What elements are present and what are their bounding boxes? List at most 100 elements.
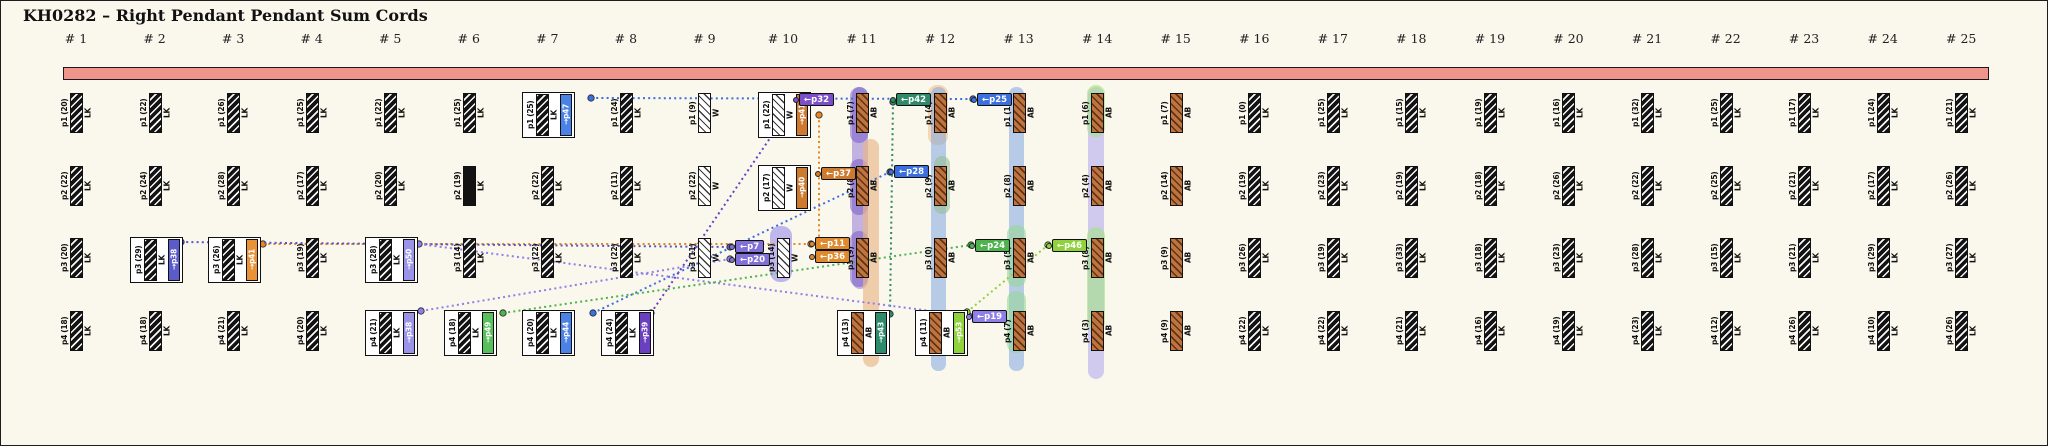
cord-glyph: p4 (20) LK <box>295 311 329 351</box>
cord-label: p2 (17) <box>295 171 305 201</box>
cord-glyph: p2 (22) LK <box>59 166 93 206</box>
primary-cord-bar <box>63 67 1989 80</box>
fiber-code-label: LK <box>1575 253 1585 263</box>
fiber-code-label: LK <box>1654 326 1664 336</box>
cord-label: p2 (19) <box>1238 171 1247 201</box>
cord-glyph: p4 (13) AB →p43 <box>836 310 890 356</box>
cord-hatch-bar <box>1405 93 1419 133</box>
in-link-badge: ←p7 <box>729 240 765 253</box>
cord-hatch-bar <box>1248 166 1262 206</box>
pendant-group-header: # 25 <box>1946 31 1977 46</box>
cord-label: p3 (14) <box>452 243 462 273</box>
cord-hatch-bar <box>148 311 162 351</box>
cord-label: p2 (23) <box>1316 171 1326 201</box>
cord-hatch-bar <box>148 93 162 133</box>
cord-label: p1 (22) <box>373 98 383 128</box>
cord-hatch-bar <box>1876 93 1890 133</box>
cord-hatch-bar <box>1876 166 1890 206</box>
cord-hatch-bar <box>1641 238 1654 278</box>
pendant-group-header: # 8 <box>614 31 638 46</box>
cord-hatch-bar <box>1012 311 1026 351</box>
out-link-badge: →p47 <box>560 94 573 136</box>
pendant-group-header: # 19 <box>1474 31 1506 46</box>
cord-hatch-bar <box>462 166 476 206</box>
in-link-badge: ←p46 <box>1046 239 1088 252</box>
link-line <box>502 244 972 314</box>
cord-label: p4 (13) <box>840 318 850 348</box>
cord-glyph: p1 (4) AB <box>923 93 957 133</box>
fiber-code-label: LK <box>1418 253 1428 263</box>
link-line <box>420 258 731 312</box>
cord-label: p1 (6) <box>1080 101 1090 125</box>
cord-glyph: p1 (24) LK <box>1866 93 1900 133</box>
cord-label: p3 (11) <box>688 243 698 273</box>
fiber-code-label: LK <box>1654 253 1664 263</box>
cord-glyph: p3 (22) LK <box>609 238 643 278</box>
cord-glyph: p1 (19) LK <box>1473 93 1507 133</box>
cord-label: p1 (24) <box>1866 98 1876 128</box>
fiber-code-label: LK <box>1732 181 1742 191</box>
out-link-badge: →p43 <box>874 312 887 354</box>
cord-label: p4 (22) <box>1316 316 1326 346</box>
fiber-code-label: LK <box>476 181 485 191</box>
fiber-code-label: LK <box>83 108 93 118</box>
cord-glyph: p1 (21) LK <box>1944 93 1978 133</box>
cord-glyph: p3 (21) LK <box>1787 238 1821 278</box>
out-link-badge: →p39 <box>638 312 651 354</box>
cord-label: p3 (18) <box>1473 243 1483 273</box>
cord-glyph: p3 (28) LK <box>1630 238 1664 278</box>
fiber-code-label: LK <box>1340 108 1350 118</box>
cord-glyph: p3 (29) LK →p38 <box>129 237 183 283</box>
pendant-group-header: # 18 <box>1396 31 1427 46</box>
cord-label: p1 (32) <box>1630 98 1640 128</box>
cord-hatch-bar <box>536 94 550 136</box>
cord-label: p3 (28) <box>1630 243 1640 273</box>
cord-glyph: p1 (7) AB <box>845 93 879 133</box>
cord-label: p2 (22) <box>531 171 541 201</box>
cord-hatch-bar <box>1562 238 1576 278</box>
cord-glyph: p4 (12) LK <box>1709 311 1743 351</box>
cord-hatch-bar <box>305 311 319 351</box>
cord-glyph: p4 (19) LK <box>1551 311 1585 351</box>
cord-hatch-bar <box>619 93 633 133</box>
pendant-group-header: # 5 <box>378 31 402 46</box>
cord-glyph: p1 (6) AB <box>1080 93 1114 133</box>
cord-hatch-bar <box>1719 166 1733 206</box>
cord-hatch-bar <box>227 311 241 351</box>
cord-glyph: p2 (26) LK <box>1551 166 1585 206</box>
fiber-code-label: LK <box>1497 253 1507 263</box>
fiber-code-label: LK <box>156 255 166 265</box>
cord-glyph: p4 (22) LK <box>1316 311 1350 351</box>
cord-glyph: p1 (9) W <box>687 93 721 133</box>
cord-hatch-bar <box>1641 166 1654 206</box>
cord-glyph: p3 (9)AB <box>845 238 879 278</box>
cord-glyph: p2 (14) AB <box>1159 166 1193 206</box>
link-dot <box>969 242 975 249</box>
fiber-code-label: LK <box>240 326 250 336</box>
cord-label: p2 (22) <box>688 171 698 201</box>
cord-hatch-bar <box>855 166 869 206</box>
fiber-code-label: LK <box>318 108 328 118</box>
cord-glyph: p3 (28) LK →p50 <box>365 237 419 283</box>
cord-glyph: p1 (26) LK <box>216 93 250 133</box>
cord-hatch-bar <box>850 312 864 354</box>
cord-glyph: p1 (16) LK <box>1551 93 1585 133</box>
fiber-code-label: LK <box>1575 108 1585 118</box>
fiber-code-label: AB <box>1025 180 1035 192</box>
cord-label: p2 (19) <box>452 171 462 201</box>
fiber-code-label: AB <box>868 252 878 264</box>
cord-hatch-bar <box>305 238 319 278</box>
cord-glyph: p3 (15) LK <box>1709 238 1743 278</box>
cord-label: p4 (23) <box>1630 316 1640 346</box>
fiber-code-label: LK <box>161 181 171 191</box>
cord-hatch-bar <box>1012 93 1026 133</box>
cord-glyph: p2 (25) LK <box>1709 166 1743 206</box>
pendant-group-header: # 6 <box>457 31 480 46</box>
fiber-code-label: LK <box>1811 181 1821 191</box>
fiber-code-label: LK <box>235 255 245 265</box>
cord-label: p2 (8) <box>1002 174 1012 198</box>
cord-label: p1 (20) <box>59 98 69 128</box>
link-dot <box>793 96 799 103</box>
cord-label: p4 (22) <box>1238 316 1247 346</box>
fiber-code-label: LK <box>549 328 559 338</box>
